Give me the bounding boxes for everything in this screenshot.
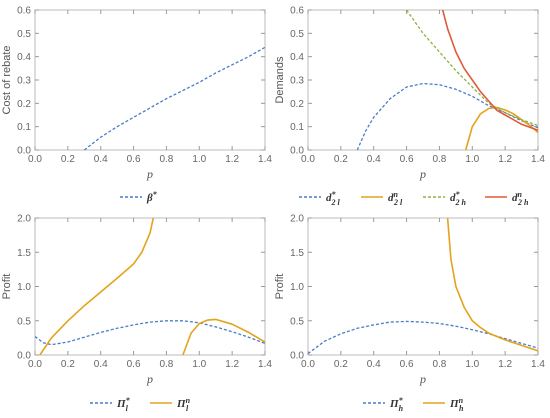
x-axis-label: p bbox=[146, 372, 153, 386]
x-axis-label: p bbox=[419, 167, 426, 181]
series-line-1 bbox=[464, 106, 538, 150]
legend-label: Πn l bbox=[176, 396, 191, 413]
series-layer bbox=[308, 218, 538, 355]
y-tick-label: 0.0 bbox=[290, 351, 304, 362]
y-tick-label: 0.0 bbox=[17, 351, 31, 362]
y-axis-label: Demands bbox=[274, 56, 286, 104]
plot-frame bbox=[34, 217, 266, 356]
y-tick-label: 1.0 bbox=[17, 282, 31, 293]
x-tick-label: 0.6 bbox=[400, 359, 414, 370]
series-layer bbox=[356, 10, 538, 150]
y-tick-label: 2.0 bbox=[17, 214, 31, 225]
y-axis-label: Cost of rebate bbox=[1, 45, 13, 114]
y-tick-label: 0.3 bbox=[17, 76, 31, 87]
y-tick-label: 0.5 bbox=[290, 316, 304, 327]
x-tick-label: 1.2 bbox=[498, 359, 512, 370]
x-tick-label: 0.4 bbox=[94, 359, 108, 370]
x-tick-label: 0.6 bbox=[400, 154, 414, 165]
y-tick-label: 0.5 bbox=[17, 316, 31, 327]
x-tick-label: 0.0 bbox=[28, 154, 42, 165]
x-tick-label: 1.2 bbox=[498, 154, 512, 165]
y-tick-label: 0.1 bbox=[17, 122, 31, 133]
y-tick-label: 2.0 bbox=[290, 214, 304, 225]
series-line-2 bbox=[406, 10, 538, 127]
x-tick-label: 0.8 bbox=[432, 359, 446, 370]
x-tick-label: 0.8 bbox=[432, 154, 446, 165]
x-axis-label: p bbox=[419, 372, 426, 386]
x-tick-label: 1.4 bbox=[531, 154, 545, 165]
x-tick-label: 0.6 bbox=[127, 359, 141, 370]
y-axis-label: Profit bbox=[1, 274, 13, 300]
panel-cost-of-rebate: 0.0 0.2 0.4 0.6 0.8 1.0 1.2 1.4 0.0 0.1 0.2 0.3 0.4 0… bbox=[1, 6, 272, 205]
legend-label: Π* h bbox=[389, 396, 404, 413]
legend-label: Πn h bbox=[449, 396, 464, 413]
plot-frame bbox=[307, 217, 539, 356]
x-tick-label: 0.0 bbox=[301, 359, 315, 370]
series-line-0 bbox=[83, 46, 265, 150]
y-tick-label: 1.5 bbox=[290, 248, 304, 259]
x-tick-label: 0.6 bbox=[127, 154, 141, 165]
x-tick-label: 0.4 bbox=[367, 154, 381, 165]
panel-profit-low: 0.0 0.2 0.4 0.6 0.8 1.0 1.2 1.4 0.0 0.5 1.0 1.5 2.0 p… bbox=[1, 214, 272, 414]
x-tick-label: 0.2 bbox=[61, 154, 75, 165]
y-tick-label: 0.0 bbox=[17, 146, 31, 157]
x-tick-label: 0.8 bbox=[159, 154, 173, 165]
series-line-2 bbox=[182, 318, 265, 355]
legend-label: Π* l bbox=[116, 396, 131, 413]
x-tick-label: 1.0 bbox=[192, 154, 206, 165]
x-tick-label: 1.0 bbox=[465, 359, 479, 370]
y-tick-label: 0.5 bbox=[17, 29, 31, 40]
y-tick-label: 1.5 bbox=[17, 248, 31, 259]
x-tick-label: 0.0 bbox=[28, 359, 42, 370]
legend-label: β* bbox=[146, 190, 158, 204]
y-tick-label: 0.6 bbox=[290, 6, 304, 17]
y-tick-label: 0.0 bbox=[290, 146, 304, 157]
x-tick-label: 0.4 bbox=[367, 359, 381, 370]
y-axis-label: Profit bbox=[274, 274, 286, 300]
legend-label: dn 2 l bbox=[388, 190, 403, 207]
y-tick-label: 0.5 bbox=[290, 29, 304, 40]
x-tick-label: 1.4 bbox=[531, 359, 545, 370]
plot-frame bbox=[34, 9, 266, 151]
x-tick-label: 1.4 bbox=[258, 154, 272, 165]
panel-demands: 0.0 0.2 0.4 0.6 0.8 1.0 1.2 1.4 0.0 0.1 0.2 0.3 0.4 0… bbox=[274, 6, 545, 208]
y-tick-label: 0.2 bbox=[17, 99, 31, 110]
x-tick-label: 0.2 bbox=[61, 359, 75, 370]
x-tick-label: 1.2 bbox=[225, 154, 239, 165]
x-tick-label: 0.2 bbox=[334, 359, 348, 370]
x-tick-label: 0.8 bbox=[159, 359, 173, 370]
plot-frame bbox=[307, 9, 539, 151]
y-tick-label: 0.1 bbox=[290, 122, 304, 133]
x-tick-label: 1.4 bbox=[258, 359, 272, 370]
y-tick-label: 0.6 bbox=[17, 6, 31, 17]
series-line-3 bbox=[441, 10, 538, 131]
series-line-1 bbox=[446, 218, 538, 352]
x-tick-label: 0.0 bbox=[301, 154, 315, 165]
y-tick-label: 0.4 bbox=[290, 52, 304, 63]
x-axis-label: p bbox=[146, 167, 153, 181]
series-line-0 bbox=[35, 320, 265, 346]
y-tick-label: 0.3 bbox=[290, 76, 304, 87]
x-tick-label: 0.2 bbox=[334, 154, 348, 165]
x-tick-label: 1.2 bbox=[225, 359, 239, 370]
x-tick-label: 1.0 bbox=[192, 359, 206, 370]
series-line-1 bbox=[39, 218, 155, 355]
legend-label: d* 2 h bbox=[450, 190, 467, 207]
legend-label: dn 2 h bbox=[512, 190, 529, 207]
series-line-0 bbox=[356, 82, 538, 150]
panel-profit-high: 0.0 0.2 0.4 0.6 0.8 1.0 1.2 1.4 0.0 0.5 1.0 1.5 2.0 p… bbox=[274, 214, 545, 414]
legend-label: d* 2 l bbox=[326, 190, 341, 207]
y-tick-label: 1.0 bbox=[290, 282, 304, 293]
y-tick-label: 0.4 bbox=[17, 52, 31, 63]
x-tick-label: 0.4 bbox=[94, 154, 108, 165]
series-layer bbox=[35, 218, 265, 355]
series-layer bbox=[83, 46, 265, 150]
y-tick-label: 0.2 bbox=[290, 99, 304, 110]
x-tick-label: 1.0 bbox=[465, 154, 479, 165]
series-line-0 bbox=[308, 320, 538, 355]
